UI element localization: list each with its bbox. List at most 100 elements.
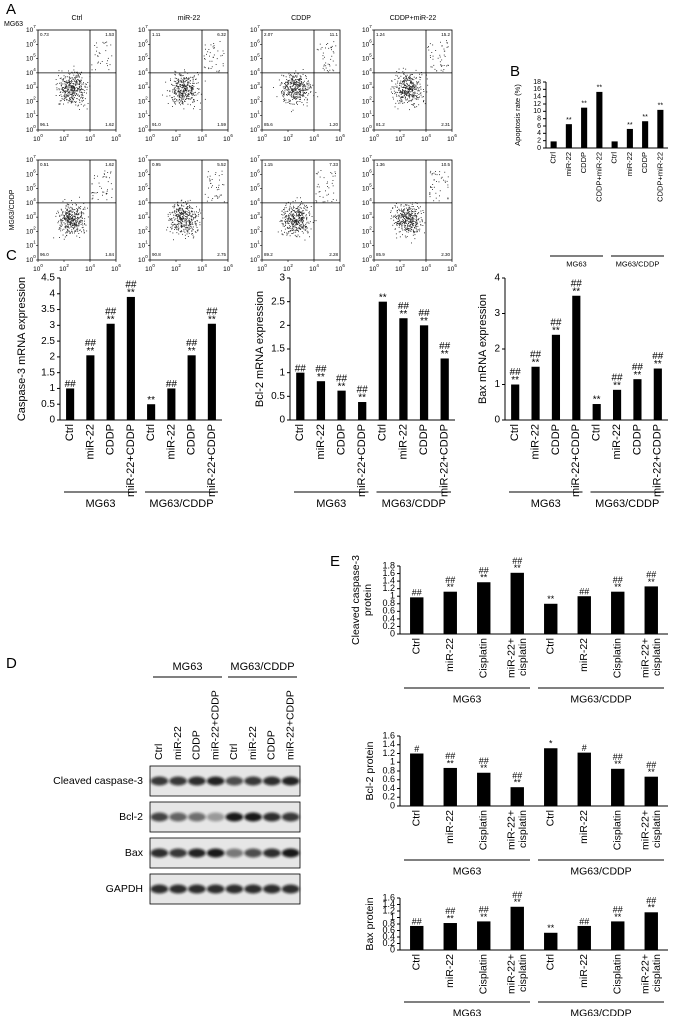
event-dot [285,211,286,212]
x-tick-label: 104 [85,263,95,273]
event-dot [61,89,62,90]
event-dot [181,93,182,94]
y-tick-label: 106 [362,38,372,48]
event-dot [190,208,191,209]
event-dot [412,223,413,224]
event-dot [78,94,79,95]
event-dot [410,77,411,78]
event-dot [333,176,334,177]
event-dot [423,96,424,97]
x-tick-label: 102 [59,263,69,273]
event-dot [187,96,188,97]
event-dot [297,81,298,82]
event-dot [406,228,407,229]
event-dot [192,95,193,96]
event-dot [70,219,71,220]
event-dot [405,76,406,77]
event-dot [67,99,68,100]
event-dot [297,101,298,102]
event-dot [410,214,411,215]
event-dot [182,96,183,97]
event-dot [172,106,173,107]
event-dot [420,211,421,212]
quadrant-value: 15.2 [441,32,450,37]
event-dot [194,106,195,107]
bar [645,586,658,634]
x-tick-label: Cisplatin [478,638,490,678]
y-tick-label: 1.2 [382,748,395,758]
x-tick-label: miR-22+CDDP [439,424,451,497]
event-dot [79,77,80,78]
event-dot [412,89,413,90]
event-dot [303,90,304,91]
event-dot [308,87,309,88]
event-dot [169,95,170,96]
event-dot [77,231,78,232]
event-dot [165,82,166,83]
event-dot [66,225,67,226]
event-dot [192,214,193,215]
event-dot [331,201,332,202]
event-dot [292,76,293,77]
event-dot [295,85,296,86]
event-dot [64,90,65,91]
event-dot [189,212,190,213]
event-dot [406,88,407,89]
event-dot [183,93,184,94]
event-dot [189,229,190,230]
event-dot [448,198,449,199]
y-tick-label: 3.5 [41,304,55,315]
tick-exponent: 4 [369,67,372,72]
event-dot [417,84,418,85]
event-dot [291,222,292,223]
significance: ** [147,395,155,406]
event-dot [289,208,290,209]
event-dot [418,212,419,213]
x-tick-label: Ctrl [549,152,558,164]
event-dot [408,211,409,212]
event-dot [66,90,67,91]
event-dot [317,186,318,187]
event-dot [61,222,62,223]
event-dot [304,99,305,100]
event-dot [293,85,294,86]
event-dot [297,197,298,198]
event-dot [409,85,410,86]
event-dot [404,213,405,214]
event-dot [293,84,294,85]
event-dot [285,229,286,230]
event-dot [186,213,187,214]
event-dot [198,82,199,83]
event-dot [190,77,191,78]
event-dot [183,89,184,90]
event-dot [79,217,80,218]
event-dot [198,216,199,217]
event-dot [416,77,417,78]
event-dot [291,211,292,212]
event-dot [289,94,290,95]
event-dot [82,77,83,78]
event-dot [306,223,307,224]
event-dot [324,64,325,65]
event-dot [167,227,168,228]
event-dot [283,101,284,102]
event-dot [419,74,420,75]
quadrant-value: 0.73 [40,32,49,37]
tick-exponent: 5 [369,183,372,188]
event-dot [81,86,82,87]
x-tick-label: 104 [197,133,207,143]
event-dot [304,208,305,209]
event-dot [88,217,89,218]
event-dot [287,95,288,96]
bar [358,402,366,420]
event-dot [439,174,440,175]
event-dot [407,99,408,100]
event-dot [174,96,175,97]
event-dot [68,211,69,212]
event-dot [177,216,178,217]
event-dot [309,214,310,215]
event-dot [69,87,70,88]
event-dot [413,231,414,232]
event-dot [87,87,88,88]
event-dot [286,100,287,101]
